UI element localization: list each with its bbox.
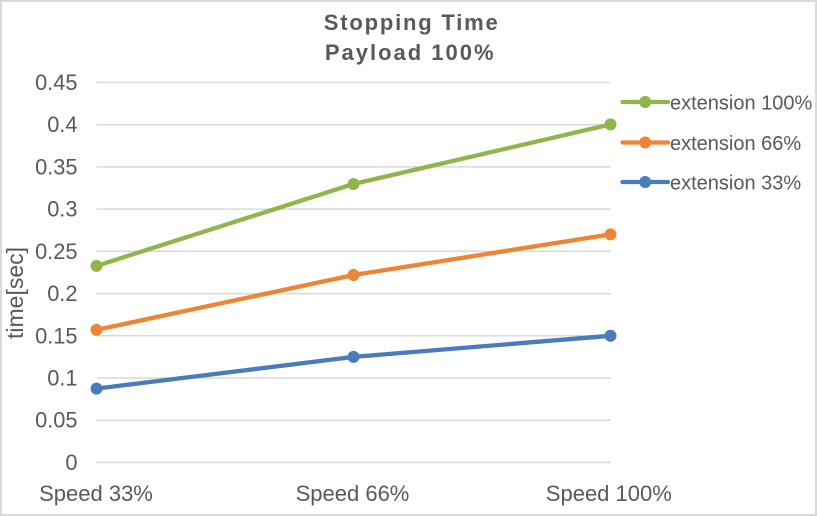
svg-text:extension 33%: extension 33% xyxy=(670,172,801,194)
svg-text:0.25: 0.25 xyxy=(35,239,77,264)
svg-text:0.4: 0.4 xyxy=(47,112,77,137)
svg-text:0.3: 0.3 xyxy=(47,197,77,222)
svg-text:0.15: 0.15 xyxy=(35,323,77,348)
svg-text:0.05: 0.05 xyxy=(35,408,77,433)
svg-text:0.35: 0.35 xyxy=(35,154,77,179)
svg-text:0: 0 xyxy=(65,450,77,475)
svg-text:Stopping Time: Stopping Time xyxy=(324,10,500,35)
svg-text:0.1: 0.1 xyxy=(47,366,77,391)
svg-text:0.45: 0.45 xyxy=(35,70,77,95)
svg-text:time[sec]: time[sec] xyxy=(2,247,28,339)
svg-text:Speed 66%: Speed 66% xyxy=(296,481,410,506)
svg-text:0.2: 0.2 xyxy=(47,281,77,306)
svg-text:Speed 33%: Speed 33% xyxy=(39,481,153,506)
svg-text:Payload 100%: Payload 100% xyxy=(325,40,496,65)
svg-text:extension 100%: extension 100% xyxy=(670,92,813,114)
svg-text:Speed 100%: Speed 100% xyxy=(546,481,672,506)
svg-text:extension 66%: extension 66% xyxy=(670,133,801,155)
